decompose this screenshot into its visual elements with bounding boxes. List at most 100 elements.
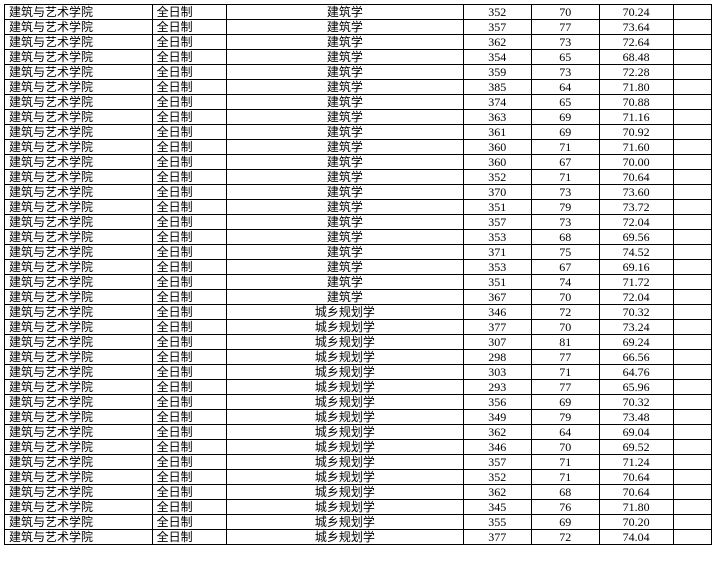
major-cell: 城乡规划学: [226, 425, 463, 440]
score2-cell: 81: [531, 335, 599, 350]
dept-cell: 建筑与艺术学院: [5, 515, 153, 530]
major-cell: 城乡规划学: [226, 470, 463, 485]
mode-cell: 全日制: [152, 95, 226, 110]
empty-cell: [673, 320, 711, 335]
empty-cell: [673, 65, 711, 80]
score1-cell: 353: [463, 230, 531, 245]
score1-cell: 362: [463, 425, 531, 440]
dept-cell: 建筑与艺术学院: [5, 20, 153, 35]
score3-cell: 74.04: [599, 530, 673, 545]
score3-cell: 70.00: [599, 155, 673, 170]
mode-cell: 全日制: [152, 80, 226, 95]
score1-cell: 346: [463, 305, 531, 320]
table-row: 建筑与艺术学院全日制建筑学3677072.04: [5, 290, 712, 305]
score2-cell: 69: [531, 515, 599, 530]
score1-cell: 377: [463, 320, 531, 335]
empty-cell: [673, 500, 711, 515]
mode-cell: 全日制: [152, 155, 226, 170]
score2-cell: 71: [531, 455, 599, 470]
table-row: 建筑与艺术学院全日制建筑学3517973.72: [5, 200, 712, 215]
major-cell: 城乡规划学: [226, 395, 463, 410]
score1-cell: 303: [463, 365, 531, 380]
mode-cell: 全日制: [152, 20, 226, 35]
score1-cell: 360: [463, 140, 531, 155]
dept-cell: 建筑与艺术学院: [5, 185, 153, 200]
empty-cell: [673, 5, 711, 20]
major-cell: 城乡规划学: [226, 305, 463, 320]
mode-cell: 全日制: [152, 35, 226, 50]
score3-cell: 69.04: [599, 425, 673, 440]
empty-cell: [673, 275, 711, 290]
major-cell: 建筑学: [226, 200, 463, 215]
score1-cell: 361: [463, 125, 531, 140]
score2-cell: 77: [531, 20, 599, 35]
score3-cell: 71.80: [599, 500, 673, 515]
table-row: 建筑与艺术学院全日制城乡规划学3467069.52: [5, 440, 712, 455]
score2-cell: 73: [531, 35, 599, 50]
major-cell: 建筑学: [226, 185, 463, 200]
mode-cell: 全日制: [152, 50, 226, 65]
table-row: 建筑与艺术学院全日制建筑学3707373.60: [5, 185, 712, 200]
score2-cell: 67: [531, 260, 599, 275]
score3-cell: 71.80: [599, 80, 673, 95]
dept-cell: 建筑与艺术学院: [5, 275, 153, 290]
score3-cell: 69.24: [599, 335, 673, 350]
table-row: 建筑与艺术学院全日制建筑学3636971.16: [5, 110, 712, 125]
table-row: 建筑与艺术学院全日制建筑学3546568.48: [5, 50, 712, 65]
score1-cell: 385: [463, 80, 531, 95]
dept-cell: 建筑与艺术学院: [5, 95, 153, 110]
major-cell: 建筑学: [226, 20, 463, 35]
dept-cell: 建筑与艺术学院: [5, 170, 153, 185]
major-cell: 建筑学: [226, 5, 463, 20]
mode-cell: 全日制: [152, 200, 226, 215]
score3-cell: 73.72: [599, 200, 673, 215]
mode-cell: 全日制: [152, 125, 226, 140]
score2-cell: 69: [531, 125, 599, 140]
major-cell: 建筑学: [226, 95, 463, 110]
score1-cell: 307: [463, 335, 531, 350]
mode-cell: 全日制: [152, 380, 226, 395]
empty-cell: [673, 425, 711, 440]
score2-cell: 76: [531, 500, 599, 515]
major-cell: 建筑学: [226, 290, 463, 305]
table-row: 建筑与艺术学院全日制城乡规划学3777073.24: [5, 320, 712, 335]
score1-cell: 345: [463, 500, 531, 515]
score1-cell: 374: [463, 95, 531, 110]
mode-cell: 全日制: [152, 140, 226, 155]
score2-cell: 77: [531, 350, 599, 365]
score3-cell: 73.48: [599, 410, 673, 425]
major-cell: 建筑学: [226, 140, 463, 155]
score3-cell: 71.60: [599, 140, 673, 155]
score1-cell: 354: [463, 50, 531, 65]
admissions-table: 建筑与艺术学院全日制建筑学3527070.24建筑与艺术学院全日制建筑学3577…: [4, 4, 712, 545]
score1-cell: 352: [463, 470, 531, 485]
table-row: 建筑与艺术学院全日制城乡规划学3777274.04: [5, 530, 712, 545]
major-cell: 城乡规划学: [226, 440, 463, 455]
dept-cell: 建筑与艺术学院: [5, 425, 153, 440]
table-row: 建筑与艺术学院全日制建筑学3746570.88: [5, 95, 712, 110]
mode-cell: 全日制: [152, 65, 226, 80]
score1-cell: 293: [463, 380, 531, 395]
table-row: 建筑与艺术学院全日制建筑学3577372.04: [5, 215, 712, 230]
table-row: 建筑与艺术学院全日制城乡规划学3497973.48: [5, 410, 712, 425]
major-cell: 建筑学: [226, 65, 463, 80]
major-cell: 城乡规划学: [226, 515, 463, 530]
major-cell: 城乡规划学: [226, 320, 463, 335]
mode-cell: 全日制: [152, 470, 226, 485]
mode-cell: 全日制: [152, 485, 226, 500]
dept-cell: 建筑与艺术学院: [5, 320, 153, 335]
empty-cell: [673, 20, 711, 35]
dept-cell: 建筑与艺术学院: [5, 395, 153, 410]
mode-cell: 全日制: [152, 515, 226, 530]
dept-cell: 建筑与艺术学院: [5, 290, 153, 305]
empty-cell: [673, 350, 711, 365]
mode-cell: 全日制: [152, 350, 226, 365]
score1-cell: 349: [463, 410, 531, 425]
major-cell: 建筑学: [226, 155, 463, 170]
table-row: 建筑与艺术学院全日制城乡规划学2987766.56: [5, 350, 712, 365]
table-row: 建筑与艺术学院全日制建筑学3606770.00: [5, 155, 712, 170]
score3-cell: 72.04: [599, 215, 673, 230]
mode-cell: 全日制: [152, 425, 226, 440]
mode-cell: 全日制: [152, 335, 226, 350]
score3-cell: 64.76: [599, 365, 673, 380]
